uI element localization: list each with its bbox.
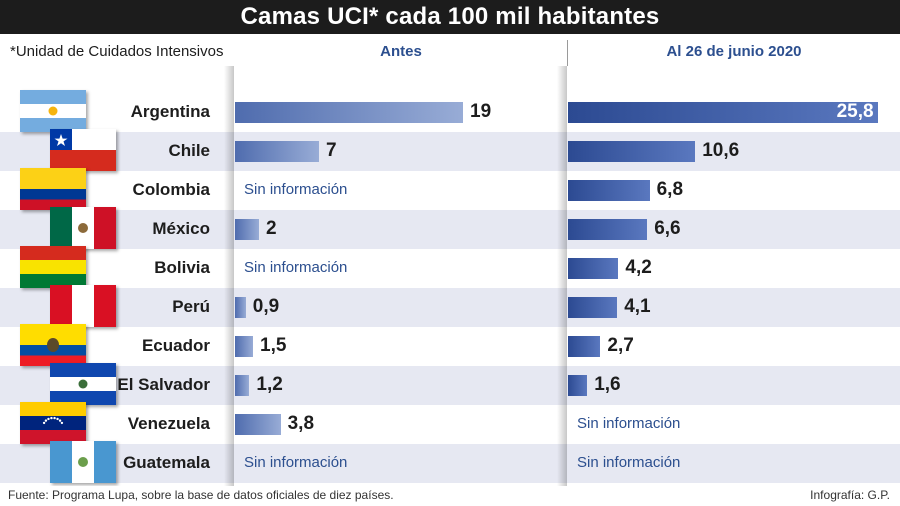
- bar-antes: [235, 141, 319, 162]
- chart-row: [0, 210, 900, 249]
- footnote-uci: *Unidad de Cuidados Intensivos: [10, 43, 224, 60]
- bolivia-flag: [20, 246, 86, 289]
- country-label: México: [152, 219, 210, 238]
- chart-row: [0, 444, 900, 483]
- column-shadow-antes: [224, 66, 234, 486]
- chart-title: Camas UCI* cada 100 mil habitantes: [240, 3, 660, 30]
- colombia-flag: [20, 168, 86, 210]
- peru-flag: [50, 285, 117, 327]
- value-label: 0,9: [252, 296, 280, 317]
- guatemala-flag: [50, 441, 117, 483]
- value-label: 1,6: [594, 374, 621, 395]
- no-data-label: Sin información: [244, 181, 348, 198]
- title-bar: [0, 0, 900, 34]
- no-data-label: Sin información: [244, 454, 348, 471]
- credit-note: Infografía: G.P.: [810, 488, 890, 502]
- country-label: Venezuela: [127, 414, 210, 433]
- value-label: 1,2: [256, 374, 283, 395]
- venezuela-flag: [20, 402, 86, 445]
- no-data-label: Sin información: [577, 454, 681, 471]
- value-label: 10,6: [702, 140, 740, 161]
- bar-antes: [235, 219, 259, 240]
- bar-actual: [568, 336, 601, 357]
- bar-actual: [568, 258, 619, 279]
- country-label: Bolivia: [154, 258, 210, 277]
- bar-actual: [568, 375, 588, 396]
- country-label: Chile: [168, 141, 210, 160]
- mexico-flag: [50, 207, 117, 249]
- column-header-actual: Al 26 de junio 2020: [666, 43, 802, 60]
- column-divider: [567, 40, 568, 66]
- value-label: 4,2: [625, 257, 652, 278]
- el-salvador-flag: [50, 363, 116, 406]
- bar-antes: [235, 336, 253, 357]
- ecuador-flag: [20, 324, 86, 366]
- footer: [0, 486, 900, 506]
- bar-actual: [568, 219, 648, 240]
- country-label: El Salvador: [117, 375, 210, 394]
- value-label: 19: [470, 101, 492, 122]
- argentina-flag: [20, 90, 86, 133]
- no-data-label: Sin información: [577, 415, 681, 432]
- bar-actual: [568, 102, 878, 123]
- chart-row: [0, 132, 900, 171]
- bar-actual: [568, 297, 618, 318]
- country-label: Colombia: [132, 180, 210, 199]
- value-label: 1,5: [260, 335, 287, 356]
- chart-row: [0, 288, 900, 327]
- bar-antes: [235, 414, 281, 435]
- value-label: 3,8: [287, 413, 315, 434]
- chile-flag: [50, 129, 116, 171]
- bar-actual: [568, 180, 650, 201]
- value-label: 2: [266, 218, 277, 239]
- bar-antes: [235, 297, 246, 318]
- chart-row: [0, 366, 900, 405]
- column-header-antes: Antes: [380, 43, 422, 60]
- source-note: Fuente: Programa Lupa, sobre la base de …: [8, 488, 394, 502]
- value-label: 25,8: [836, 101, 874, 122]
- value-label: 6,6: [654, 218, 681, 239]
- bar-antes: [235, 375, 250, 396]
- value-label: 7: [326, 140, 337, 161]
- country-label: Argentina: [130, 102, 210, 121]
- value-label: 2,7: [607, 335, 634, 356]
- no-data-label: Sin información: [244, 259, 348, 276]
- value-label: 4,1: [624, 296, 651, 317]
- column-shadow-actual: [557, 66, 567, 486]
- country-label: Perú: [172, 297, 210, 316]
- country-label: Ecuador: [141, 336, 210, 355]
- bar-actual: [568, 141, 696, 162]
- country-label: Guatemala: [123, 453, 210, 472]
- bar-antes: [235, 102, 463, 123]
- value-label: 6,8: [656, 179, 684, 200]
